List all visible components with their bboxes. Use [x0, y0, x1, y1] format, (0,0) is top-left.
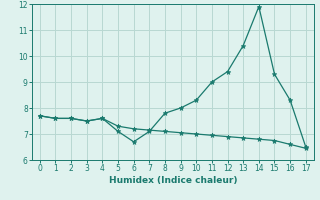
X-axis label: Humidex (Indice chaleur): Humidex (Indice chaleur)	[108, 176, 237, 185]
